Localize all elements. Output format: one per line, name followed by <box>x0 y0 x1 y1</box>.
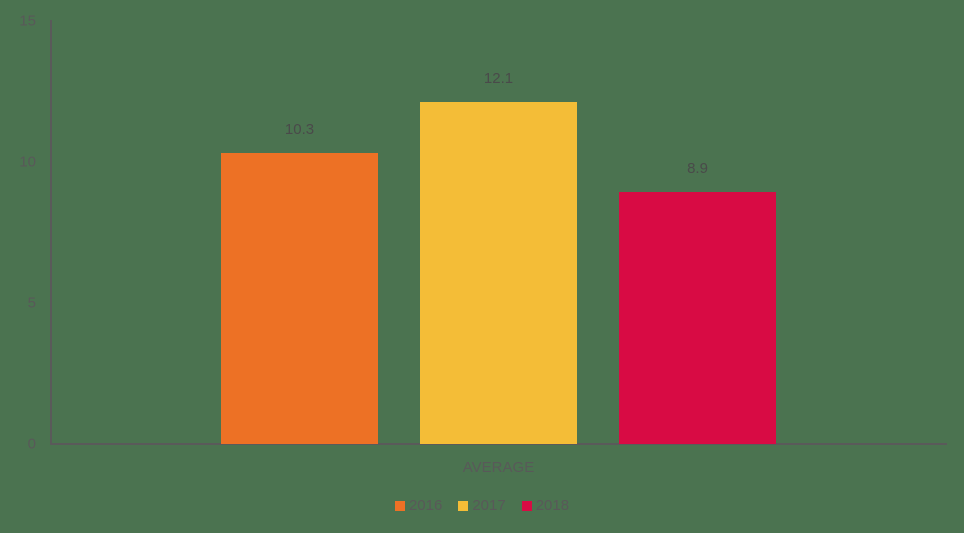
legend-item-2018[interactable]: 2018 <box>521 497 570 514</box>
x-category-label: AVERAGE <box>462 459 535 476</box>
legend-swatch-2017 <box>458 500 469 511</box>
y-tick-0: 0 <box>27 435 36 453</box>
y-tick-15: 15 <box>19 12 36 30</box>
bar-2017[interactable]: 12.1 <box>420 70 577 444</box>
legend-label-2017: 2017 <box>472 497 506 514</box>
legend-item-2016[interactable]: 2016 <box>394 497 443 514</box>
y-axis-line <box>50 20 52 445</box>
legend-swatch-2016 <box>394 500 405 511</box>
plot-area: 10.3 12.1 8.9 <box>50 20 947 444</box>
legend-label-2016: 2016 <box>408 497 443 514</box>
legend: 2016 2017 2018 <box>0 497 964 514</box>
legend-swatch-2018 <box>521 500 532 511</box>
legend-item-2017[interactable]: 2017 <box>458 497 506 514</box>
legend-label-2018: 2018 <box>535 497 570 514</box>
data-label-2016: 10.3 <box>284 121 315 138</box>
x-axis-line <box>50 443 947 445</box>
y-tick-10: 10 <box>19 153 36 171</box>
y-tick-5: 5 <box>27 294 36 312</box>
bar-2018[interactable]: 8.9 <box>619 160 776 444</box>
data-label-2018: 8.9 <box>687 160 708 177</box>
bar-2016[interactable]: 10.3 <box>221 121 378 444</box>
data-label-2017: 12.1 <box>483 70 514 87</box>
